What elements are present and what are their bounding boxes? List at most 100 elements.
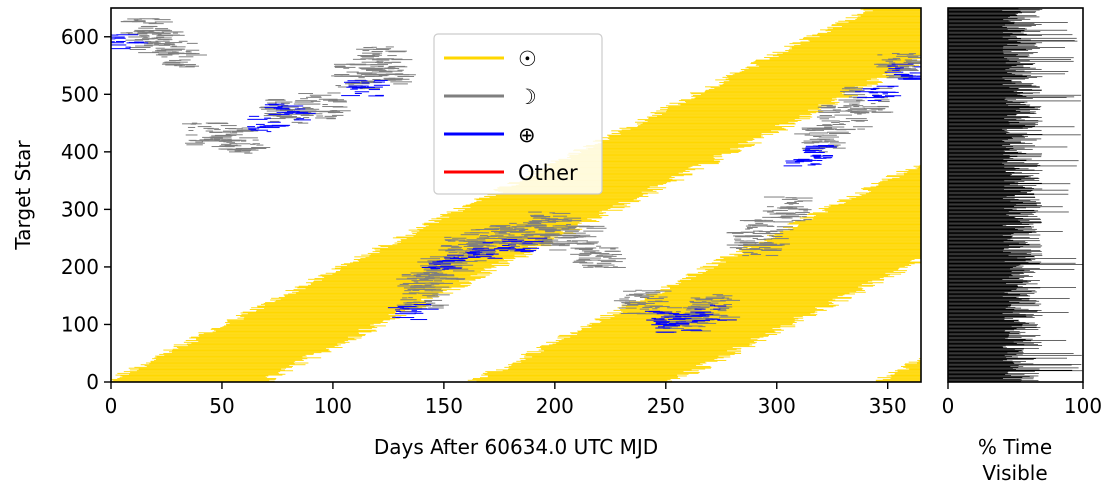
visibility-bar	[948, 266, 1017, 267]
moon-exclusion-segment	[835, 110, 850, 112]
moon-exclusion-segment	[158, 53, 170, 55]
visibility-bar	[948, 51, 1004, 53]
moon-exclusion-segment	[892, 57, 901, 59]
visibility-bar	[948, 211, 1009, 212]
visibility-bar	[948, 171, 1006, 173]
sun-visibility-row	[882, 180, 921, 182]
visibility-bar	[948, 379, 1022, 381]
moon-exclusion-segment	[440, 245, 460, 247]
moon-exclusion-segment	[154, 43, 174, 45]
visibility-bar	[948, 364, 1082, 365]
earth-exclusion-segment	[713, 305, 727, 307]
visibility-bar	[948, 26, 1003, 28]
moon-exclusion-segment	[603, 266, 626, 268]
visibility-bar	[948, 333, 1021, 335]
visibility-bar	[948, 277, 1020, 279]
sun-visibility-row	[563, 338, 751, 340]
visibility-bar	[948, 337, 1022, 338]
moon-exclusion-segment	[230, 132, 238, 134]
sun-visibility-row	[734, 73, 897, 75]
sun-visibility-row	[642, 122, 795, 124]
moon-exclusion-segment	[849, 89, 865, 91]
sun-visibility-row	[760, 243, 921, 245]
sun-visibility-row	[1030, 113, 1110, 114]
sun-visibility-row	[577, 330, 775, 332]
visibility-bar	[948, 143, 1011, 145]
visibility-bar	[948, 241, 1004, 243]
moon-exclusion-segment	[874, 63, 896, 65]
sun-visibility-row	[695, 96, 850, 98]
visibility-bar	[948, 167, 1020, 169]
sun-visibility-row	[525, 354, 731, 356]
visibility-bar	[948, 77, 1038, 78]
moon-exclusion-segment	[583, 230, 604, 232]
moon-exclusion-segment	[428, 275, 434, 277]
visibility-bar	[948, 132, 1010, 133]
visibility-bar	[948, 16, 1040, 18]
sun-visibility-row	[264, 308, 408, 310]
visibility-bar	[948, 304, 1012, 305]
moon-exclusion-segment	[402, 293, 417, 295]
visibility-bar	[948, 331, 1020, 332]
sun-visibility-row	[1102, 269, 1110, 270]
sun-visibility-row	[1043, 297, 1110, 298]
visibility-bar	[948, 292, 1008, 294]
sun-visibility-row	[713, 259, 912, 261]
visibility-bar	[948, 110, 1016, 112]
y-tick-label: 500	[61, 82, 99, 106]
moon-exclusion-segment	[829, 142, 846, 144]
visibility-bar	[948, 357, 1068, 359]
moon-exclusion-segment	[225, 146, 235, 148]
moon-exclusion-segment	[849, 103, 860, 105]
visibility-bar	[948, 291, 1037, 293]
moon-exclusion-segment	[520, 241, 526, 243]
visibility-bar	[948, 141, 1005, 143]
moon-exclusion-segment	[586, 227, 607, 229]
visibility-bar	[948, 30, 1025, 32]
sun-visibility-row	[630, 128, 786, 130]
moon-exclusion-segment	[756, 239, 766, 241]
moon-exclusion-segment	[225, 133, 231, 135]
moon-exclusion-segment	[816, 125, 833, 127]
moon-exclusion-segment	[492, 237, 507, 239]
visibility-bar	[948, 65, 1024, 67]
visibility-bar	[948, 183, 1071, 185]
visibility-bar	[948, 184, 1010, 185]
moon-exclusion-segment	[169, 59, 182, 61]
visibility-bar	[948, 44, 1008, 45]
moon-exclusion-segment	[332, 114, 344, 116]
visibility-bar	[948, 43, 1037, 45]
y-tick-label: 400	[61, 140, 99, 164]
sun-visibility-row	[886, 375, 921, 377]
moon-exclusion-segment	[753, 248, 763, 250]
sun-visibility-row	[1065, 294, 1110, 295]
moon-exclusion-segment	[148, 30, 155, 32]
sun-visibility-row	[474, 198, 637, 200]
sun-visibility-row	[196, 338, 355, 340]
visibility-bar	[948, 32, 1024, 34]
earth-exclusion-segment	[675, 315, 692, 317]
moon-exclusion-segment	[343, 67, 350, 69]
visibility-bar	[948, 113, 1017, 115]
sun-visibility-row	[1005, 319, 1110, 320]
visibility-bar	[948, 85, 1032, 86]
sun-visibility-row	[608, 135, 763, 137]
earth-exclusion-segment	[373, 84, 390, 86]
visibility-bar	[948, 43, 1036, 44]
visibility-bar	[948, 11, 1037, 13]
sun-visibility-row	[788, 50, 921, 52]
moon-exclusion-segment	[652, 308, 658, 310]
sun-visibility-row	[481, 374, 678, 376]
moon-exclusion-segment	[534, 227, 541, 229]
moon-exclusion-segment	[214, 129, 221, 131]
visibility-bar	[948, 177, 1039, 179]
visibility-bar	[948, 349, 1015, 350]
sun-visibility-row	[764, 240, 921, 241]
moon-exclusion-segment	[447, 268, 469, 270]
moon-exclusion-segment	[694, 309, 702, 311]
earth-exclusion-segment	[444, 257, 456, 259]
visibility-bar	[948, 294, 1021, 296]
moon-exclusion-segment	[782, 212, 796, 214]
sun-visibility-row	[471, 202, 631, 204]
moon-exclusion-segment	[225, 127, 237, 129]
